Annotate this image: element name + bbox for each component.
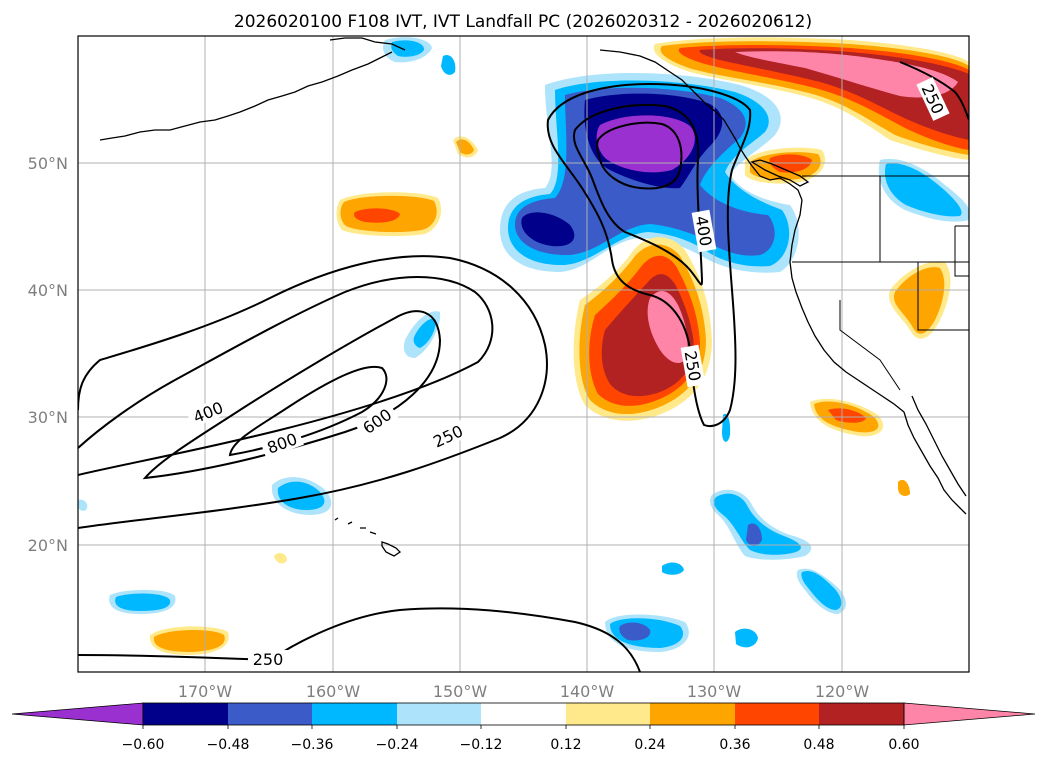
colorbar: −0.60 −0.48 −0.36 −0.24 −0.12 0.12 0.24 … — [11, 702, 1036, 753]
subtropical-negative-1-inner — [413, 318, 436, 348]
colorbar-bin-2 — [228, 703, 312, 725]
ivt-contour-600-gulf — [596, 121, 683, 190]
south-negative-blob-1-dark — [619, 622, 651, 641]
colorbar-bin-8 — [735, 703, 819, 725]
ivt-contours — [78, 61, 969, 672]
baja-gulf-coast — [911, 395, 967, 497]
hawaii-negative-blob-inner — [277, 481, 325, 510]
offshore-positive-pink — [647, 290, 688, 364]
map-frame — [77, 35, 970, 673]
map-panel: 400 800 600 250 250 400 250 250 — [77, 35, 970, 673]
bering-coast — [329, 37, 406, 51]
colorbar-extend-right — [903, 702, 1036, 726]
lat-label-20n: 20°N — [28, 536, 68, 555]
southwest-negative-blob-inner — [115, 593, 171, 611]
midpac-positive-red — [354, 208, 400, 223]
us-state-borders — [792, 176, 969, 331]
political-borders — [792, 175, 969, 391]
hawaii-islands — [334, 517, 402, 557]
latitude-labels: 50°N 40°N 30°N 20°N — [28, 154, 68, 555]
colorbar-tick-label-4: −0.24 — [376, 737, 419, 753]
ivt-contour-250-gulf — [546, 82, 752, 428]
ivt-contour-250-north — [899, 61, 969, 121]
contour-label-250-south: 250 — [253, 650, 284, 669]
colorbar-frame — [142, 702, 905, 726]
small-positive-blob-2 — [898, 479, 910, 496]
map-background — [78, 36, 969, 672]
lon-label-170w: 170°W — [178, 682, 233, 701]
colorbar-ticks — [142, 725, 905, 729]
small-negative-blob-1 — [441, 54, 456, 75]
baja-california-coast — [903, 411, 967, 515]
alaska-south-coast — [599, 49, 741, 149]
colorbar-tick-label-6: 0.12 — [550, 737, 581, 753]
lon-label-120w: 120°W — [815, 682, 870, 701]
colorbar-tick-label-8: 0.36 — [719, 737, 750, 753]
lon-label-140w: 140°W — [560, 682, 615, 701]
vancouver-island-coast — [750, 159, 810, 187]
positive-anomaly-shading — [149, 37, 969, 655]
interior-positive-orange — [893, 267, 945, 334]
lon-label-130w: 130°W — [687, 682, 742, 701]
southeast-negative-blob-inner — [801, 570, 842, 610]
small-negative-blob-2 — [735, 628, 758, 648]
small-negative-blob-5 — [78, 499, 88, 511]
colorbar-tick-label-5: −0.12 — [460, 737, 503, 753]
colorbar-tick-label-7: 0.24 — [634, 737, 665, 753]
colorbar-bin-6 — [566, 703, 650, 725]
colorbar-bin-4 — [397, 703, 481, 725]
ivt-contour-400-gulf — [572, 104, 704, 286]
north-positive-band-pink — [735, 51, 958, 98]
canada-negative-blob-inner — [884, 163, 962, 217]
colorbar-tick-label-9: 0.48 — [803, 737, 834, 753]
colorbar-bin-3 — [312, 703, 397, 725]
lat-label-30n: 30°N — [28, 408, 68, 427]
lat-label-50n: 50°N — [28, 154, 68, 173]
contour-labels: 400 800 600 250 250 400 250 250 — [186, 77, 950, 669]
colorbar-tick-label-1: −0.60 — [122, 737, 165, 753]
small-positive-blob-3 — [274, 553, 287, 564]
colorbar-bin-7 — [650, 703, 735, 725]
coastlines — [99, 37, 967, 557]
ivt-contour-250-subtropical — [78, 255, 548, 529]
british-columbia-coast — [739, 147, 803, 201]
california-nevada-border — [839, 300, 901, 391]
colorbar-tick-label-3: −0.36 — [291, 737, 334, 753]
colorbar-extend-left — [11, 702, 144, 726]
gridlines — [78, 36, 969, 672]
southeast-negative-chain-inner — [714, 493, 801, 555]
lat-label-40n: 40°N — [28, 281, 68, 300]
colorbar-tick-label-10: 0.60 — [888, 737, 919, 753]
south-positive-orange — [153, 629, 225, 652]
aleutian-islands-coast — [99, 51, 393, 141]
bering-negative-blob-inner — [391, 40, 425, 57]
ivt-contour-400-subtropical — [78, 276, 494, 476]
colorbar-bin-9 — [819, 703, 904, 725]
colorbar-bin-1 — [143, 703, 228, 725]
offshore-navy-blob — [521, 212, 575, 247]
ivt-contour-250-south — [78, 607, 641, 672]
colorbar-tick-label-2: −0.48 — [207, 737, 250, 753]
southeast-negative-chain-dark — [746, 523, 762, 546]
lon-label-150w: 150°W — [433, 682, 488, 701]
longitude-labels: 170°W 160°W 150°W 140°W 130°W 120°W — [178, 682, 870, 701]
map-title: 2026020100 F108 IVT, IVT Landfall PC (20… — [234, 12, 812, 32]
baja-positive-red — [828, 408, 866, 423]
lon-label-160w: 160°W — [306, 682, 361, 701]
colorbar-bin-5 — [481, 703, 566, 725]
us-west-coast — [789, 199, 905, 413]
ivt-contour-800-subtropical — [228, 365, 388, 457]
small-negative-blob-3 — [662, 562, 684, 575]
